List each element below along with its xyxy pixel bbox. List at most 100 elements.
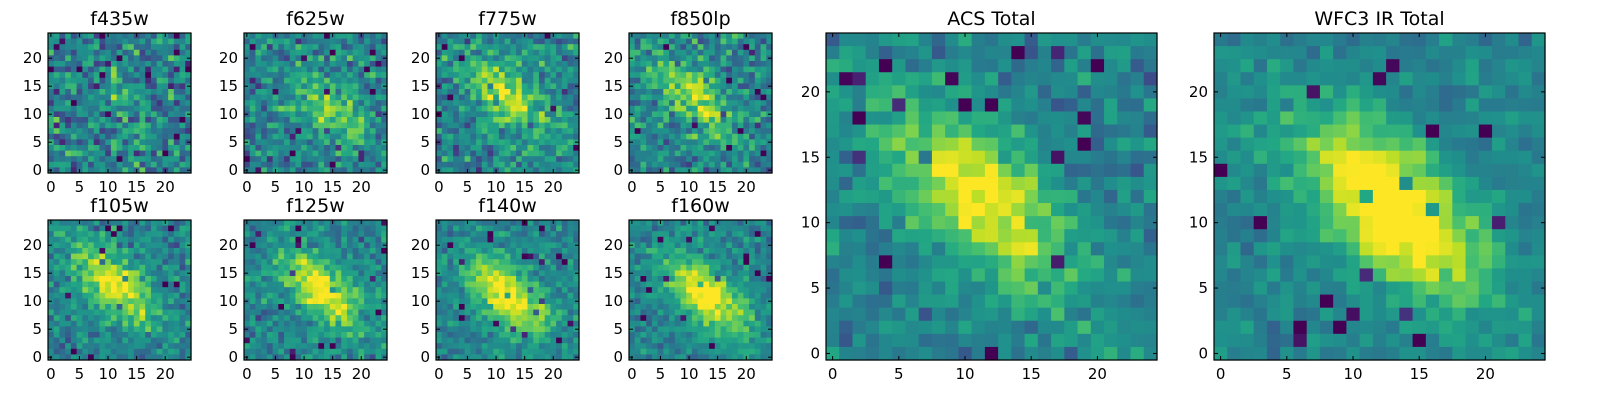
heatmap-cell (760, 276, 767, 283)
heatmap-cell (573, 220, 580, 227)
heatmap-cell (93, 61, 101, 68)
heatmap-cell (487, 77, 494, 84)
heatmap-cell (150, 83, 158, 90)
heatmap-cell (168, 117, 175, 124)
heatmap-cell (646, 231, 653, 238)
heatmap-cell (93, 309, 101, 316)
heatmap-cell (447, 337, 454, 344)
heatmap-cell (82, 167, 89, 174)
heatmap-cell (544, 44, 551, 51)
heatmap-cell (145, 105, 152, 112)
heatmap-cell (133, 55, 141, 62)
heatmap-cell (556, 225, 563, 232)
heatmap-cell (139, 66, 146, 73)
heatmap-cell (527, 94, 534, 101)
heatmap-cell (128, 156, 135, 163)
heatmap-cell (266, 348, 274, 355)
heatmap-cell (341, 33, 348, 40)
heatmap-cell (364, 61, 371, 68)
heatmap-cell (249, 33, 257, 40)
heatmap-cell (150, 139, 158, 146)
heatmap-cell (629, 264, 636, 271)
heatmap-cell (261, 122, 268, 129)
heatmap-cell (669, 49, 676, 56)
heatmap-cell (369, 281, 377, 288)
y-tick-label: 20 (604, 49, 623, 67)
heatmap-cell (358, 343, 365, 350)
heatmap-cell (691, 33, 699, 40)
heatmap-cell (329, 111, 337, 118)
heatmap-cell (760, 292, 767, 299)
heatmap-cell (691, 38, 699, 45)
heatmap-cell (634, 49, 642, 56)
heatmap-cell (470, 145, 477, 152)
heatmap-cell (295, 281, 302, 288)
heatmap-cell (669, 145, 676, 152)
heatmap-cell (128, 326, 135, 333)
heatmap-cell (651, 167, 659, 174)
heatmap-cell (93, 304, 101, 311)
heatmap-cell (453, 326, 460, 333)
heatmap-cell (329, 133, 337, 140)
heatmap-cell (364, 156, 371, 163)
heatmap-cell (714, 94, 722, 101)
heatmap-cell (110, 253, 118, 260)
heatmap-cell (487, 122, 494, 129)
heatmap-cell (634, 111, 642, 118)
heatmap-cell (364, 287, 371, 294)
heatmap-cell (76, 253, 83, 260)
heatmap-cell (156, 253, 163, 260)
heatmap-cell (533, 77, 540, 84)
heatmap-cell (329, 122, 337, 129)
heatmap-cell (93, 128, 101, 135)
heatmap-cell (335, 161, 342, 168)
heatmap-cell (150, 55, 158, 62)
heatmap-cell (185, 100, 192, 107)
heatmap-cell (76, 276, 83, 283)
heatmap-cell (516, 276, 523, 283)
heatmap-cell (179, 236, 186, 243)
heatmap-cell (470, 320, 477, 327)
heatmap-cell (436, 100, 443, 107)
heatmap-cell (369, 326, 377, 333)
heatmap-cell (312, 89, 319, 96)
heatmap-cell (533, 66, 540, 73)
heatmap-cell (686, 128, 693, 135)
heatmap-cell (352, 231, 359, 238)
heatmap-cell (105, 326, 112, 333)
heatmap-cell (691, 89, 699, 96)
heatmap-cell (352, 354, 359, 361)
heatmap-cell (527, 83, 534, 90)
heatmap-cell (284, 139, 291, 146)
heatmap-cell (447, 94, 454, 101)
heatmap-cell (521, 236, 529, 243)
heatmap-cell (436, 320, 443, 327)
heatmap-cell (65, 66, 72, 73)
heatmap-cell (99, 348, 106, 355)
heatmap-cell (82, 225, 89, 232)
heatmap-cell (312, 128, 319, 135)
heatmap-cell (504, 83, 511, 90)
heatmap-cell (306, 231, 314, 238)
heatmap-cell (82, 326, 89, 333)
heatmap-cell (538, 304, 546, 311)
heatmap-cell (324, 270, 331, 277)
heatmap-cell (179, 304, 186, 311)
heatmap-cell (651, 276, 659, 283)
heatmap-cell (527, 77, 534, 84)
heatmap-cell (476, 248, 483, 255)
heatmap-cell (278, 55, 285, 62)
heatmap-cell (634, 242, 642, 249)
heatmap-cell (651, 236, 659, 243)
heatmap-cell (249, 117, 257, 124)
heatmap-cell (663, 105, 670, 112)
heatmap-cell (720, 72, 727, 79)
heatmap-cell (629, 304, 636, 311)
heatmap-cell (122, 309, 129, 316)
y-tick-label: 10 (219, 105, 238, 123)
heatmap-cell (441, 231, 449, 238)
heatmap-cell (266, 61, 274, 68)
heatmap-cell (533, 55, 540, 62)
heatmap-cell (329, 309, 337, 316)
heatmap-cell (731, 264, 739, 271)
